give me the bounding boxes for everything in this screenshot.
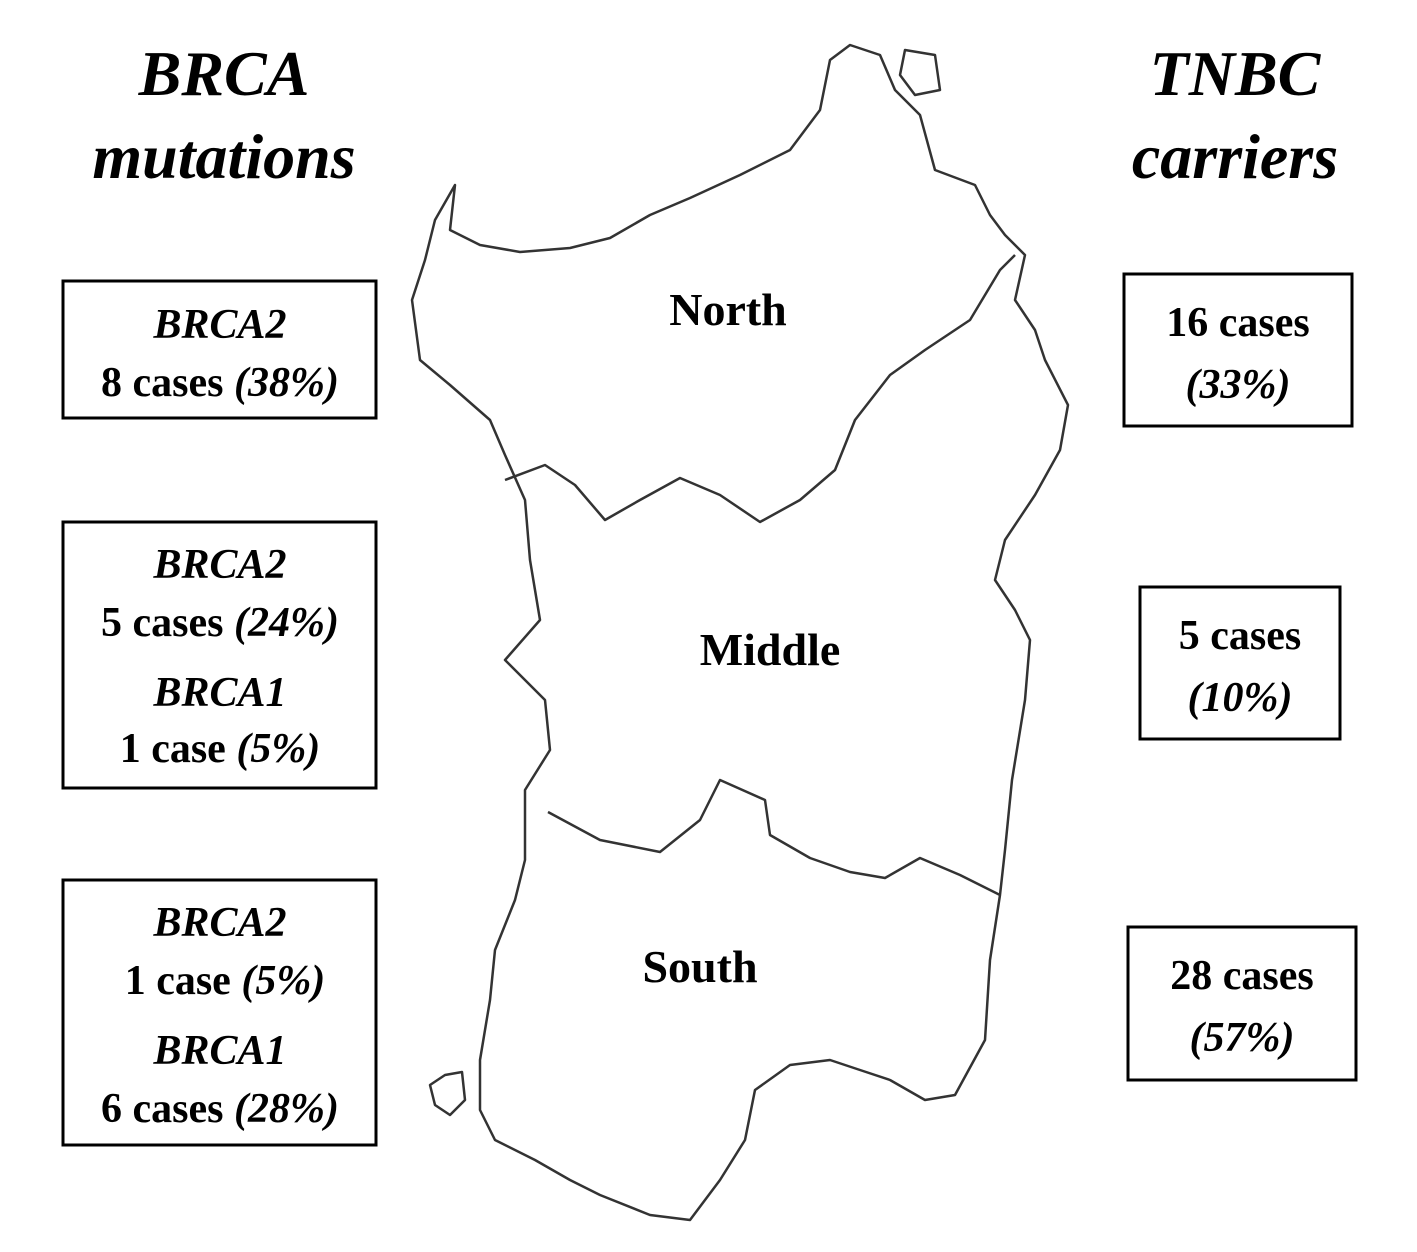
region-label: North bbox=[669, 284, 787, 335]
case-line: 6 cases (28%) bbox=[101, 1086, 339, 1132]
region-label: South bbox=[642, 941, 757, 992]
island-small bbox=[428, 1070, 467, 1117]
sardinia-north-border bbox=[504, 254, 1016, 524]
percent: (57%) bbox=[1190, 1015, 1295, 1061]
count: 8 cases bbox=[101, 360, 223, 406]
count: 5 cases bbox=[1179, 613, 1301, 659]
percent: (38%) bbox=[234, 360, 339, 406]
brca-box bbox=[61, 520, 378, 790]
brca-box bbox=[61, 878, 378, 1147]
percent: (24%) bbox=[234, 600, 339, 646]
case-line: 8 cases (38%) bbox=[101, 360, 339, 406]
left-heading: mutations bbox=[92, 121, 355, 192]
percent: (33%) bbox=[1186, 362, 1291, 408]
brca-box bbox=[61, 279, 378, 420]
count: 28 cases bbox=[1170, 953, 1313, 999]
tnbc-box bbox=[1138, 585, 1342, 741]
count: 5 cases bbox=[101, 600, 223, 646]
percent: (5%) bbox=[241, 958, 325, 1004]
count: 1 case bbox=[120, 726, 226, 772]
right-heading: TNBC bbox=[1150, 38, 1322, 109]
count: 1 case bbox=[125, 958, 231, 1004]
percent: (5%) bbox=[236, 726, 320, 772]
percent: (28%) bbox=[234, 1086, 339, 1132]
sardinia-south-border bbox=[547, 778, 1001, 897]
case-line: 1 case (5%) bbox=[120, 726, 321, 772]
island-small bbox=[898, 48, 942, 97]
case-line: 1 case (5%) bbox=[125, 958, 326, 1004]
count: 6 cases bbox=[101, 1086, 223, 1132]
count: 16 cases bbox=[1166, 300, 1309, 346]
gene: BRCA1 bbox=[152, 670, 286, 716]
gene: BRCA2 bbox=[152, 900, 286, 946]
case-line: 5 cases (24%) bbox=[101, 600, 339, 646]
gene: BRCA1 bbox=[152, 1028, 286, 1074]
gene: BRCA2 bbox=[152, 542, 286, 588]
tnbc-box bbox=[1126, 925, 1358, 1082]
region-label: Middle bbox=[700, 624, 841, 675]
percent: (10%) bbox=[1188, 675, 1293, 721]
right-heading: carriers bbox=[1132, 121, 1338, 192]
tnbc-box bbox=[1122, 272, 1354, 428]
left-heading: BRCA bbox=[138, 38, 310, 109]
gene: BRCA2 bbox=[152, 302, 286, 348]
